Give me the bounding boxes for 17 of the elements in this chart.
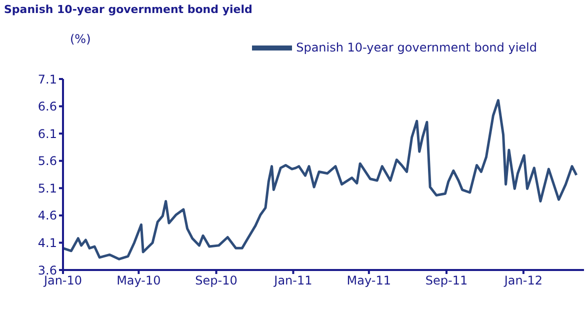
y-tick-label: 6.1 <box>38 126 57 141</box>
y-tick-label: 5.1 <box>38 181 57 196</box>
x-tick-label: Jan-11 <box>273 274 312 288</box>
x-tick-label: May-11 <box>346 274 392 288</box>
y-tick-label: 7.1 <box>38 72 57 86</box>
chart-title: Spanish 10-year government bond yield <box>4 3 252 16</box>
x-tick-label: Sep-10 <box>195 274 238 288</box>
x-tick-label: May-10 <box>116 274 161 288</box>
y-tick-label: 6.6 <box>38 100 57 114</box>
y-tick-label: 5.6 <box>38 154 57 168</box>
x-tick-label: Jan-12 <box>503 274 543 288</box>
y-axis-title: (%) <box>70 32 91 46</box>
line-series <box>63 99 578 260</box>
legend-label: Spanish 10-year government bond yield <box>296 40 537 54</box>
y-tick-label: 4.6 <box>38 208 57 223</box>
y-tick-label: 4.1 <box>38 236 57 250</box>
x-tick-label: Sep-11 <box>425 274 468 288</box>
